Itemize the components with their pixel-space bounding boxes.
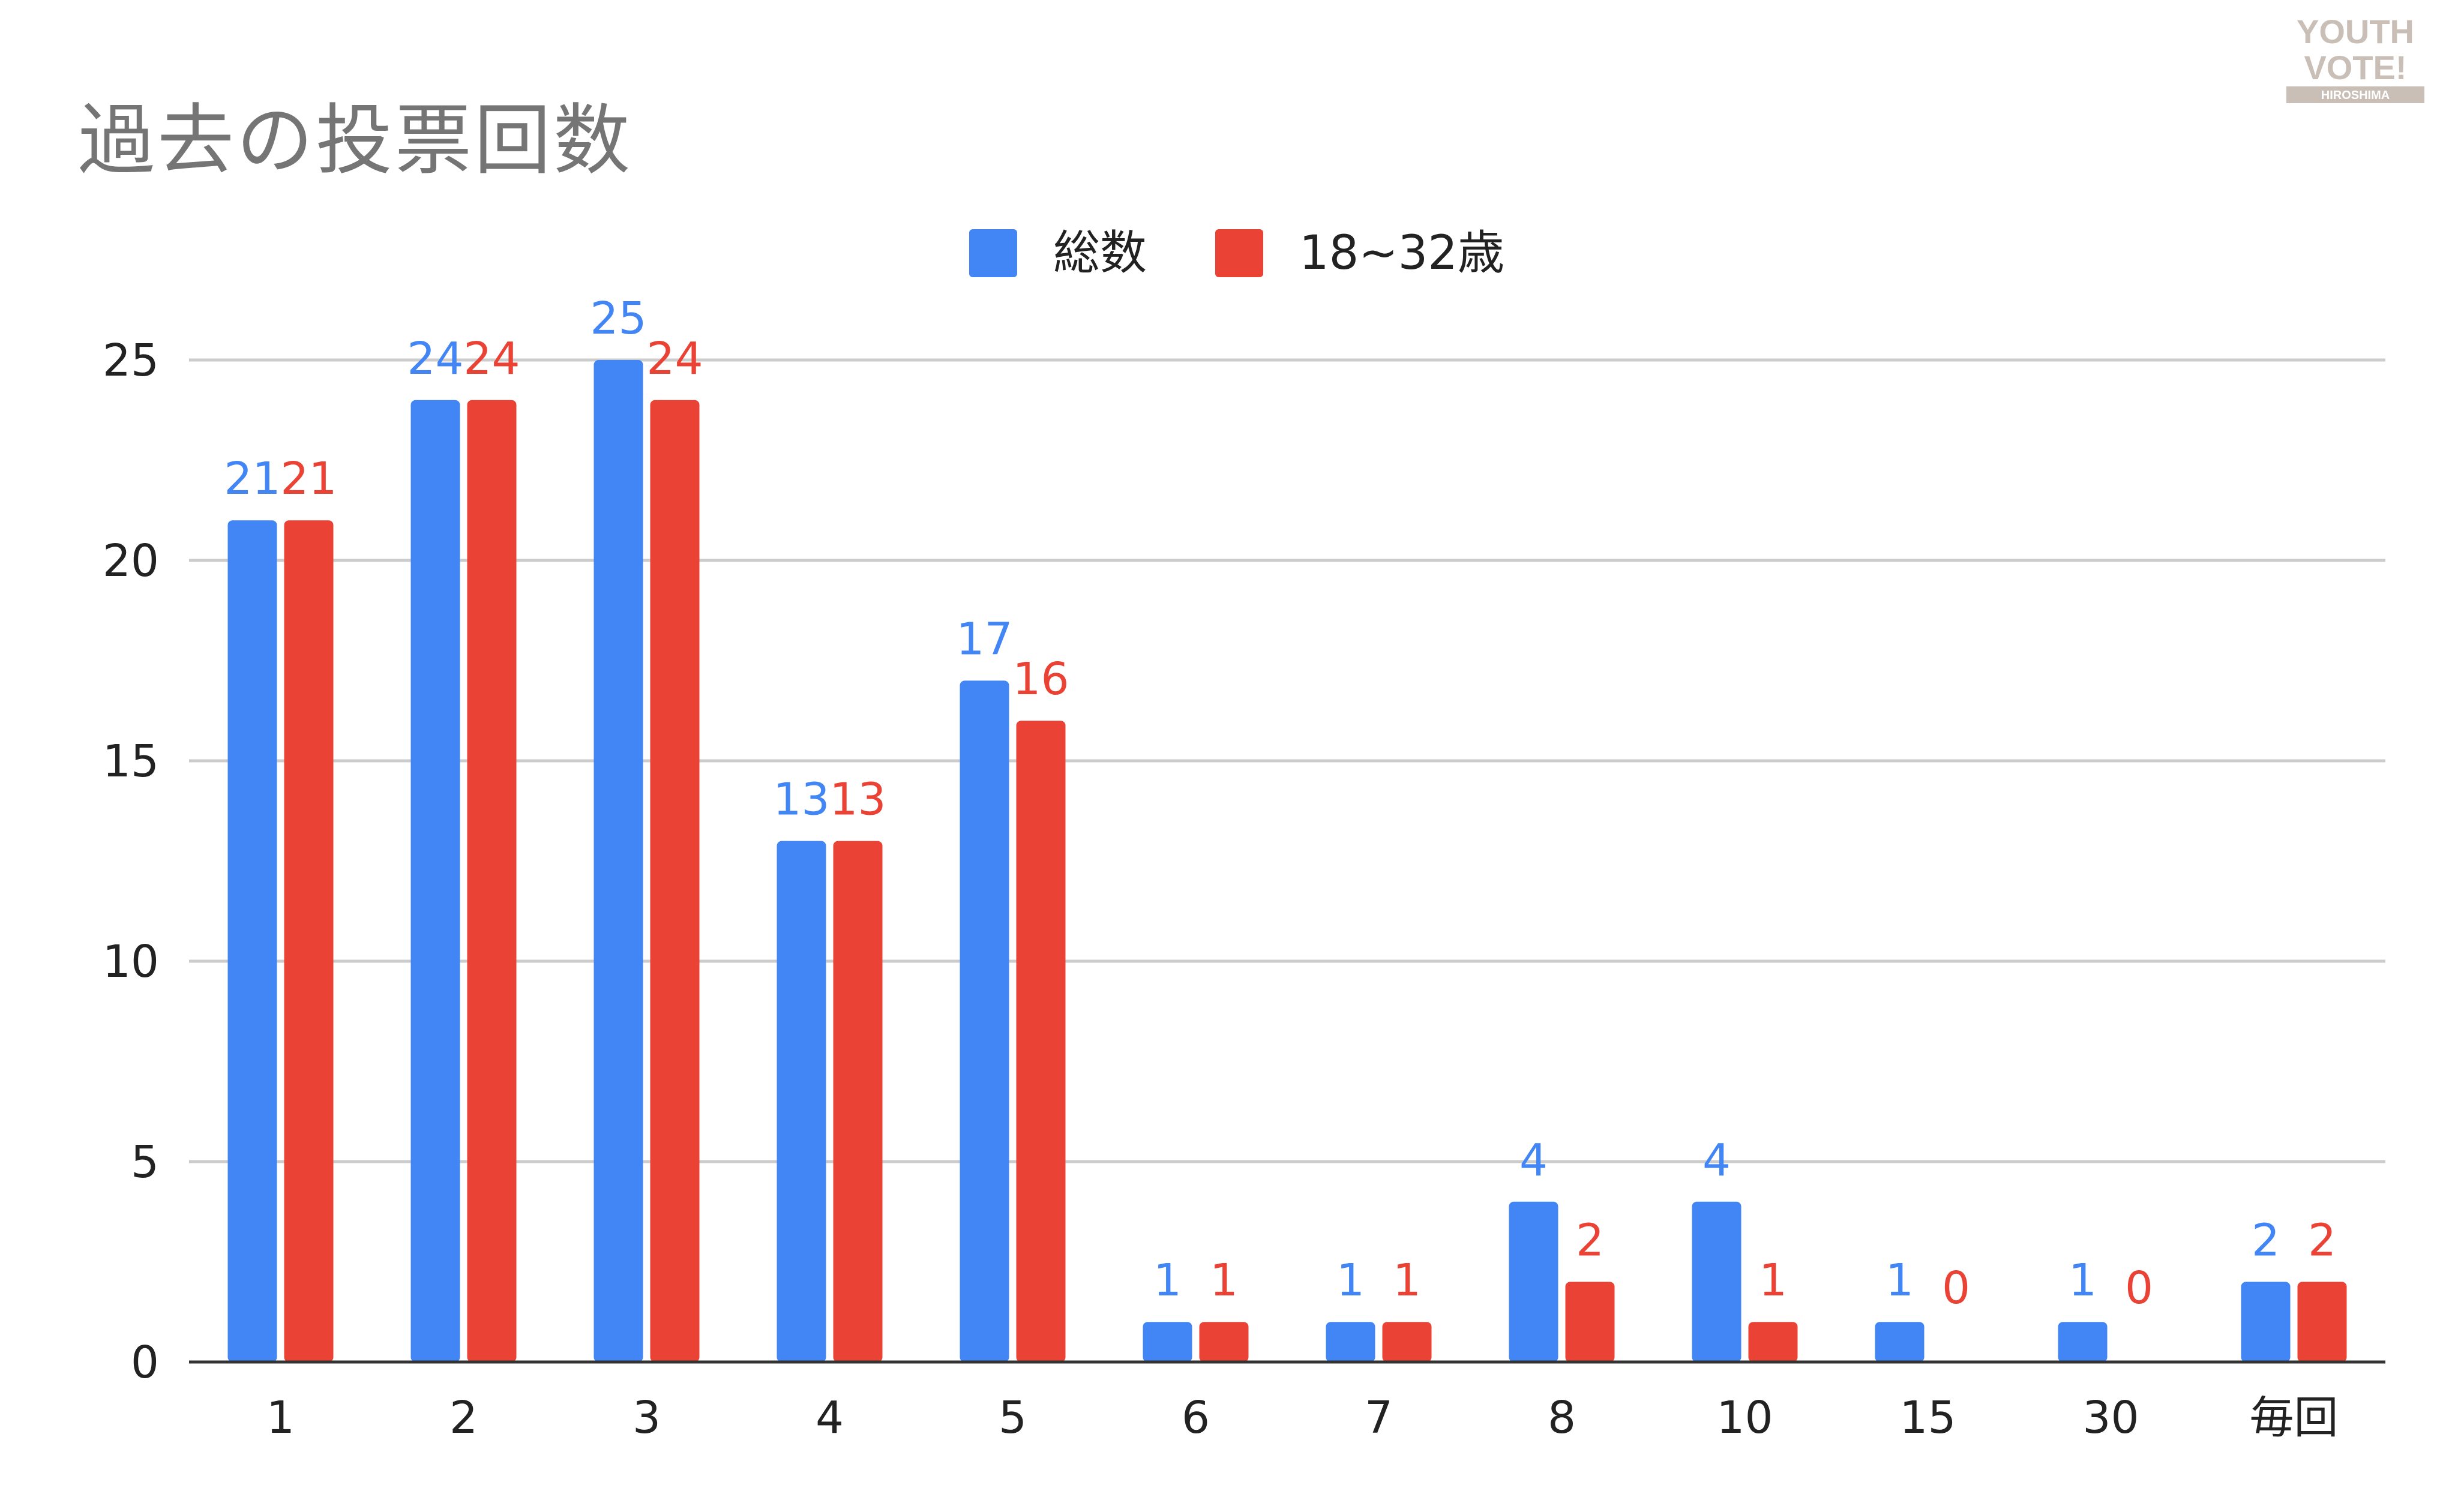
data-label: 21 xyxy=(280,453,337,505)
bar xyxy=(650,400,700,1362)
bar xyxy=(960,680,1009,1362)
y-tick-label: 0 xyxy=(131,1337,159,1388)
x-tick-label: 4 xyxy=(816,1392,844,1444)
legend-label: 18~32歳 xyxy=(1299,226,1504,280)
data-label: 1 xyxy=(1336,1255,1365,1306)
data-label: 4 xyxy=(1702,1135,1731,1186)
bar xyxy=(1692,1201,1741,1362)
data-label: 24 xyxy=(646,333,703,385)
y-tick-label: 5 xyxy=(131,1136,159,1188)
data-label: 13 xyxy=(829,774,886,826)
x-tick-label: 2 xyxy=(449,1392,478,1444)
x-tick-label: 15 xyxy=(1899,1392,1956,1444)
logo-band xyxy=(2286,86,2424,103)
data-label: 1 xyxy=(1393,1255,1421,1306)
x-tick-label: 3 xyxy=(633,1392,661,1444)
bar xyxy=(1565,1282,1615,1362)
x-axis-ticks: 1 2 3 4 5 6 7 8 10 15 30 毎回 xyxy=(266,1392,2339,1444)
bar xyxy=(1016,721,1066,1362)
legend-swatch xyxy=(1215,229,1263,277)
data-label: 17 xyxy=(956,613,1012,665)
bar xyxy=(467,400,517,1362)
bar xyxy=(833,841,883,1362)
data-label: 1 xyxy=(1759,1255,1787,1306)
bar xyxy=(1199,1322,1249,1362)
legend-label: 総数 xyxy=(1053,226,1147,280)
bar xyxy=(2297,1282,2347,1362)
logo-line-2: VOTE! xyxy=(2304,49,2406,86)
x-tick-label: 5 xyxy=(999,1392,1027,1444)
data-label: 2 xyxy=(2308,1214,2336,1266)
y-tick-label: 10 xyxy=(103,936,159,988)
x-tick-label: 10 xyxy=(1716,1392,1773,1444)
bar xyxy=(227,520,277,1363)
y-tick-label: 25 xyxy=(103,335,159,386)
y-tick-label: 15 xyxy=(103,736,159,787)
x-tick-label: 毎回 xyxy=(2250,1392,2339,1444)
data-label: 1 xyxy=(2069,1255,2097,1306)
x-tick-label: 6 xyxy=(1182,1392,1210,1444)
bar xyxy=(1509,1201,1558,1362)
data-label: 0 xyxy=(1942,1262,1970,1314)
y-tick-label: 20 xyxy=(103,535,159,587)
data-label: 25 xyxy=(590,293,646,344)
bar xyxy=(1875,1322,1925,1362)
bar xyxy=(1326,1322,1375,1362)
bar xyxy=(1748,1322,1798,1362)
bar xyxy=(1382,1322,1432,1362)
data-label: 2 xyxy=(1576,1214,1604,1266)
bar xyxy=(410,400,460,1362)
x-tick-label: 7 xyxy=(1365,1392,1393,1444)
data-label: 2 xyxy=(2252,1214,2280,1266)
bar xyxy=(2241,1282,2291,1362)
chart-title: 過去の投票回数 xyxy=(78,96,633,185)
bar xyxy=(593,360,643,1362)
bar xyxy=(777,841,826,1362)
data-label: 1 xyxy=(1886,1255,1914,1306)
bar xyxy=(1143,1322,1192,1362)
youth-vote-logo: YOUTH VOTE! HIROSHIMA xyxy=(2286,13,2424,103)
logo-line-1: YOUTH xyxy=(2297,13,2414,50)
data-label: 24 xyxy=(407,333,463,385)
x-tick-label: 1 xyxy=(266,1392,295,1444)
data-label: 1 xyxy=(1210,1255,1238,1306)
bar xyxy=(284,520,334,1363)
data-label: 24 xyxy=(463,333,520,385)
data-label: 4 xyxy=(1519,1135,1548,1186)
data-label: 0 xyxy=(2125,1262,2153,1314)
data-label: 21 xyxy=(224,453,280,505)
legend: 総数 18~32歳 xyxy=(969,226,1504,280)
x-tick-label: 8 xyxy=(1548,1392,1576,1444)
x-tick-label: 30 xyxy=(2082,1392,2139,1444)
data-label: 16 xyxy=(1012,653,1069,705)
grid-lines xyxy=(189,358,2385,1163)
bar xyxy=(2058,1322,2108,1362)
y-axis-ticks: 0 5 10 15 20 25 xyxy=(103,335,159,1388)
logo-line-3: HIROSHIMA xyxy=(2321,89,2390,102)
legend-swatch xyxy=(969,229,1017,277)
bars xyxy=(227,360,2347,1363)
data-label: 13 xyxy=(773,774,829,826)
data-label: 1 xyxy=(1153,1255,1182,1306)
